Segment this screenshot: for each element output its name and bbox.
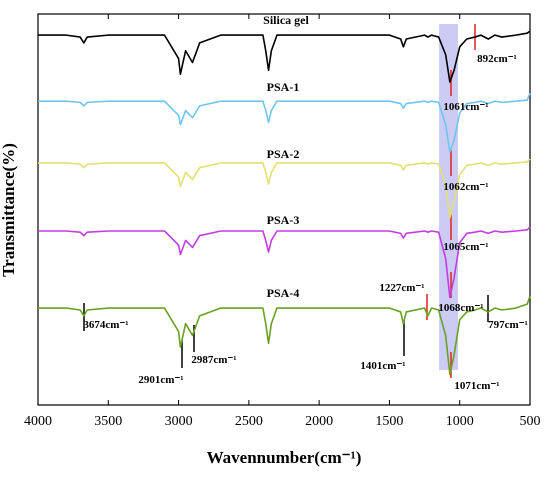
peak-label: 3674cm⁻¹ (83, 319, 128, 331)
peak-label: 1401cm⁻¹ (360, 360, 405, 372)
peak-label: 2901cm⁻¹ (138, 374, 183, 386)
peak-label: 797cm⁻¹ (488, 319, 528, 331)
spectrum-line (38, 226, 531, 299)
peak-label: 892cm⁻¹ (477, 53, 517, 65)
spectrum-line (38, 158, 531, 219)
spectrum-line (38, 93, 531, 153)
spectrum-line (38, 30, 531, 83)
peak-label: 1061cm⁻¹ (443, 101, 488, 113)
peak-label: 1071cm⁻¹ (454, 380, 499, 392)
x-tick-label: 1500 (375, 414, 403, 429)
x-tick-label: 1000 (446, 414, 474, 429)
peak-label: 1062cm⁻¹ (443, 181, 488, 193)
x-tick-label: 2500 (235, 414, 263, 429)
x-tick-label: 3500 (94, 414, 122, 429)
plot-frame (37, 13, 531, 406)
series-label: PSA-4 (267, 286, 300, 300)
x-tick-label: 3000 (165, 414, 193, 429)
x-tick-label: 500 (520, 414, 541, 429)
y-axis-title: Transmittance(%) (0, 143, 18, 277)
series-label: Silica gel (263, 13, 309, 27)
peak-label: 2987cm⁻¹ (191, 354, 236, 366)
peak-markers (83, 24, 489, 378)
peak-label: 1227cm⁻¹ (379, 282, 424, 294)
peak-label: 1068cm⁻¹ (438, 302, 483, 314)
series-label: PSA-3 (267, 213, 300, 227)
series-label: PSA-1 (267, 80, 300, 94)
x-axis-title: Wavennumber(cm⁻¹) (207, 448, 362, 467)
peak-label: 1065cm⁻¹ (443, 241, 488, 253)
x-tick-label: 4000 (24, 414, 52, 429)
x-tick-label: 2000 (305, 414, 333, 429)
series-label: PSA-2 (267, 147, 300, 161)
spectrum-line (38, 296, 531, 376)
